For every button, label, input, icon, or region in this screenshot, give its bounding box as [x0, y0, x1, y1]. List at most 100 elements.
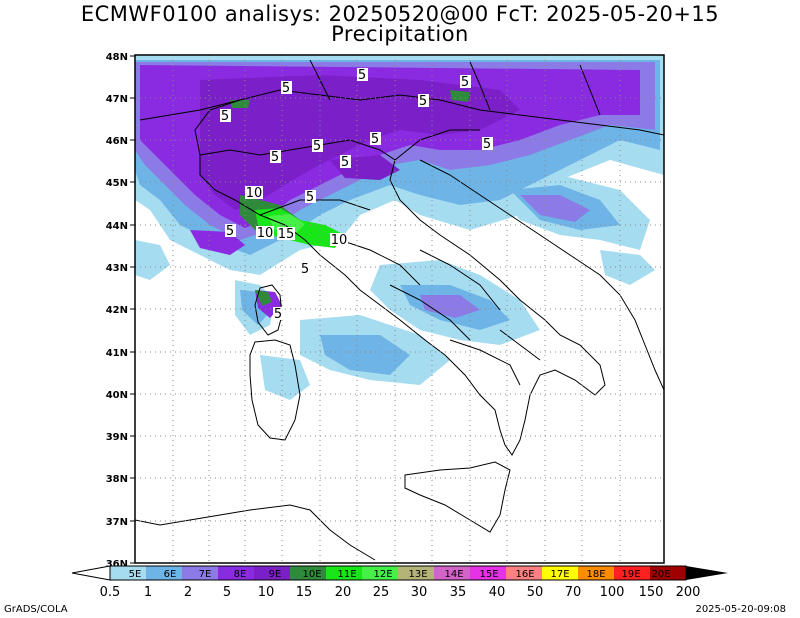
lat-label-39n: 39N [106, 432, 128, 443]
svg-text:5: 5 [282, 81, 290, 96]
svg-text:15: 15 [278, 227, 295, 242]
contour-label: 5 [220, 109, 231, 124]
colorbar-segment [110, 566, 146, 580]
colorbar-value: 5 [223, 585, 231, 600]
lon-label-11e: 11E [337, 569, 356, 580]
lat-label-43n: 43N [106, 263, 128, 274]
colorbar-segment [650, 566, 686, 580]
lon-label-19e: 19E [621, 569, 640, 580]
colorbar-segment [506, 566, 542, 580]
timestamp-label: 2025-05-20-09:08 [695, 604, 786, 615]
contour-label: 10 [256, 226, 274, 241]
contour-label: 5 [370, 132, 381, 147]
svg-text:5: 5 [419, 94, 427, 109]
colorbar-segment [578, 566, 614, 580]
lon-label-20e: 20E [651, 569, 670, 580]
svg-text:5: 5 [313, 139, 321, 154]
contour-label: 5 [225, 224, 236, 239]
colorbar-value: 1 [144, 585, 152, 600]
colorbar-segment [146, 566, 182, 580]
svg-text:5: 5 [483, 137, 491, 152]
colorbar-right-arrow [686, 566, 728, 580]
contour-labels: 5 5 5 5 5 5 5 5 5 5 5 5 10 10 15 10 5 5 [220, 68, 493, 322]
map-subtitle: Precipitation [331, 22, 469, 46]
svg-text:5: 5 [226, 224, 234, 239]
lat-label-40n: 40N [106, 390, 128, 401]
svg-text:10: 10 [257, 226, 274, 241]
contour-label: 15 [277, 227, 295, 242]
svg-text:5: 5 [371, 132, 379, 147]
lat-label-36n: 36N [106, 559, 128, 570]
lon-label-9e: 9E [269, 569, 282, 580]
lon-label-5e: 5E [129, 569, 142, 580]
colorbar-value: 40 [489, 585, 506, 600]
coastlines [135, 59, 664, 561]
colorbar-segment [614, 566, 650, 580]
lon-label-12e: 12E [373, 569, 392, 580]
contour-label: 5 [357, 68, 368, 83]
colorbar-value: 200 [676, 585, 701, 600]
contour-label: 5 [460, 75, 471, 90]
colorbar-value: 0.5 [100, 585, 121, 600]
lat-label-45n: 45N [106, 178, 128, 189]
colorbar-segment [254, 566, 290, 580]
lon-label-15e: 15E [479, 569, 498, 580]
contour-label: 5 [281, 81, 292, 96]
lat-label-42n: 42N [106, 305, 128, 316]
colorbar-value: 150 [639, 585, 664, 600]
svg-text:5: 5 [221, 109, 229, 124]
colorbar-value: 15 [296, 585, 313, 600]
colorbar-left-arrow [71, 565, 111, 581]
colorbar-value: 2 [184, 585, 192, 600]
colorbar-segment [218, 566, 254, 580]
contour-label: 10 [330, 233, 348, 248]
colorbar-segment [434, 566, 470, 580]
lon-label-14e: 14E [444, 569, 463, 580]
contour-label: 10 [245, 186, 263, 201]
colorbar-value: 100 [600, 585, 625, 600]
contour-label: 5 [273, 307, 284, 322]
lon-label-6e: 6E [164, 569, 177, 580]
colorbar-segment [290, 566, 326, 580]
contour-label: 5 [305, 190, 316, 205]
lon-label-18e: 18E [586, 569, 605, 580]
colorbar-segment [542, 566, 578, 580]
svg-text:5: 5 [306, 190, 314, 205]
lon-label-13e: 13E [408, 569, 427, 580]
svg-text:10: 10 [331, 233, 348, 248]
colorbar-value: 70 [565, 585, 582, 600]
map-title: ECMWF0100 analisys: 20250520@00 FcT: 202… [80, 2, 720, 26]
contour-label: 5 [270, 150, 281, 165]
lat-axis: 48N 47N 46N 45N 44N 43N 42N 41N 40N 39N … [106, 52, 135, 570]
lat-label-44n: 44N [106, 221, 128, 232]
lon-label-7e: 7E [199, 569, 212, 580]
lon-label-17e: 17E [550, 569, 569, 580]
colorbar-segment [470, 566, 506, 580]
contour-label: 5 [300, 262, 311, 277]
svg-text:5: 5 [341, 155, 349, 170]
contour-label: 5 [340, 155, 351, 170]
svg-text:5: 5 [274, 307, 282, 322]
colorbar-segment [398, 566, 434, 580]
colorbar-value: 20 [335, 585, 352, 600]
lat-lon-grid [135, 55, 664, 563]
colorbar-segment [362, 566, 398, 580]
colorbar-value: 30 [411, 585, 428, 600]
lat-label-41n: 41N [106, 348, 128, 359]
colorbar-segment [326, 566, 362, 580]
colorbar-value: 25 [373, 585, 390, 600]
lat-label-46n: 46N [106, 136, 128, 147]
lon-label-8e: 8E [234, 569, 247, 580]
contour-label: 5 [482, 137, 493, 152]
colorbar: 5E 6E 7E 8E 9E 10E 11E 12E 13E 14E 15E 1… [71, 565, 728, 600]
lat-label-47n: 47N [106, 94, 128, 105]
svg-text:5: 5 [271, 150, 279, 165]
colorbar-value: 50 [527, 585, 544, 600]
lat-label-48n: 48N [106, 52, 128, 63]
lon-label-16e: 16E [515, 569, 534, 580]
svg-text:5: 5 [461, 75, 469, 90]
svg-text:5: 5 [301, 262, 309, 277]
contour-label: 5 [312, 139, 323, 154]
precipitation-fields [135, 55, 664, 400]
